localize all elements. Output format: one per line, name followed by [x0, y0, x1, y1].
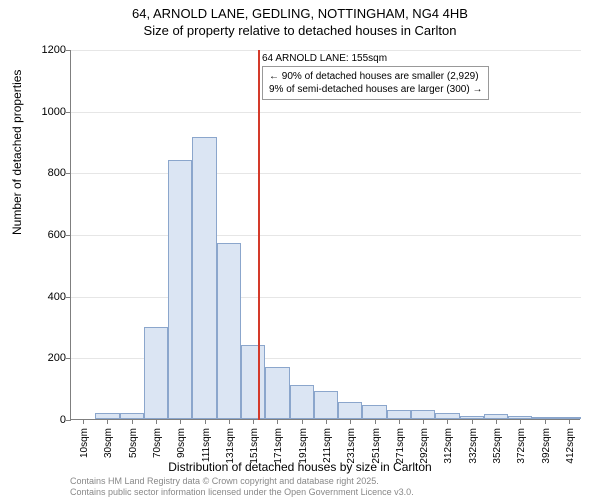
ytick-mark [66, 420, 71, 421]
xtick-mark [253, 419, 254, 424]
xtick-label: 271sqm [395, 428, 406, 464]
xtick-mark [447, 419, 448, 424]
histogram-bar [168, 160, 192, 419]
xtick-mark [83, 419, 84, 424]
ytick-label: 1200 [6, 44, 66, 56]
footer-line-2: Contains public sector information licen… [70, 487, 414, 498]
xtick-label: 70sqm [152, 428, 163, 458]
xtick-label: 372sqm [516, 428, 527, 464]
chart-title: 64, ARNOLD LANE, GEDLING, NOTTINGHAM, NG… [0, 6, 600, 38]
marker-label: 64 ARNOLD LANE: 155sqm [262, 53, 387, 64]
annotation-box: ← 90% of detached houses are smaller (2,… [262, 66, 489, 100]
ytick-label: 200 [6, 352, 66, 364]
xtick-label: 251sqm [371, 428, 382, 464]
ytick-mark [66, 112, 71, 113]
xtick-mark [180, 419, 181, 424]
histogram-bar [290, 385, 314, 419]
ytick-mark [66, 235, 71, 236]
xtick-label: 191sqm [298, 428, 309, 464]
xtick-label: 231sqm [346, 428, 357, 464]
xtick-label: 352sqm [492, 428, 503, 464]
plot-area: 64 ARNOLD LANE: 155sqm ← 90% of detached … [70, 50, 580, 420]
xtick-label: 392sqm [541, 428, 552, 464]
histogram-bar [387, 410, 411, 419]
title-line-1: 64, ARNOLD LANE, GEDLING, NOTTINGHAM, NG… [0, 6, 600, 21]
footer-attribution: Contains HM Land Registry data © Crown c… [70, 476, 414, 498]
histogram-bar [362, 405, 386, 419]
ytick-mark [66, 50, 71, 51]
gridline [71, 112, 581, 113]
xtick-label: 50sqm [128, 428, 139, 458]
xtick-mark [545, 419, 546, 424]
xtick-mark [423, 419, 424, 424]
histogram-bar [217, 243, 241, 419]
xtick-mark [472, 419, 473, 424]
xtick-label: 211sqm [322, 428, 333, 463]
ytick-label: 800 [6, 167, 66, 179]
histogram-bar [265, 367, 289, 419]
title-line-2: Size of property relative to detached ho… [0, 23, 600, 38]
gridline [71, 50, 581, 51]
ytick-mark [66, 358, 71, 359]
ytick-label: 600 [6, 229, 66, 241]
xtick-mark [326, 419, 327, 424]
xtick-mark [156, 419, 157, 424]
xtick-label: 292sqm [419, 428, 430, 464]
xtick-label: 151sqm [249, 428, 260, 464]
xtick-mark [132, 419, 133, 424]
xtick-mark [277, 419, 278, 424]
ytick-mark [66, 297, 71, 298]
xtick-mark [229, 419, 230, 424]
xtick-label: 30sqm [103, 428, 114, 458]
xtick-label: 90sqm [176, 428, 187, 458]
gridline [71, 173, 581, 174]
xtick-mark [302, 419, 303, 424]
xtick-mark [350, 419, 351, 424]
marker-line [258, 50, 260, 420]
histogram-bar [144, 327, 168, 420]
gridline [71, 235, 581, 236]
histogram-bar [192, 137, 216, 419]
annotation-line-2: 9% of semi-detached houses are larger (3… [269, 83, 482, 96]
histogram-bar [338, 402, 362, 419]
xtick-label: 131sqm [225, 428, 236, 464]
xtick-label: 10sqm [79, 428, 90, 458]
xtick-label: 312sqm [443, 428, 454, 464]
xtick-label: 332sqm [468, 428, 479, 464]
histogram-bar [411, 410, 435, 419]
xtick-mark [496, 419, 497, 424]
xtick-mark [569, 419, 570, 424]
xtick-mark [107, 419, 108, 424]
gridline [71, 297, 581, 298]
histogram-chart: 64, ARNOLD LANE, GEDLING, NOTTINGHAM, NG… [0, 0, 600, 500]
ytick-mark [66, 173, 71, 174]
xtick-mark [205, 419, 206, 424]
xtick-label: 111sqm [201, 428, 212, 462]
ytick-label: 400 [6, 291, 66, 303]
xtick-label: 171sqm [273, 428, 284, 464]
ytick-label: 0 [6, 414, 66, 426]
xtick-mark [375, 419, 376, 424]
xtick-label: 412sqm [565, 428, 576, 464]
footer-line-1: Contains HM Land Registry data © Crown c… [70, 476, 414, 487]
y-axis-label: Number of detached properties [10, 70, 24, 235]
xtick-mark [399, 419, 400, 424]
annotation-line-1: ← 90% of detached houses are smaller (2,… [269, 70, 482, 83]
xtick-mark [520, 419, 521, 424]
histogram-bar [314, 391, 338, 419]
ytick-label: 1000 [6, 106, 66, 118]
histogram-bar [241, 345, 265, 419]
